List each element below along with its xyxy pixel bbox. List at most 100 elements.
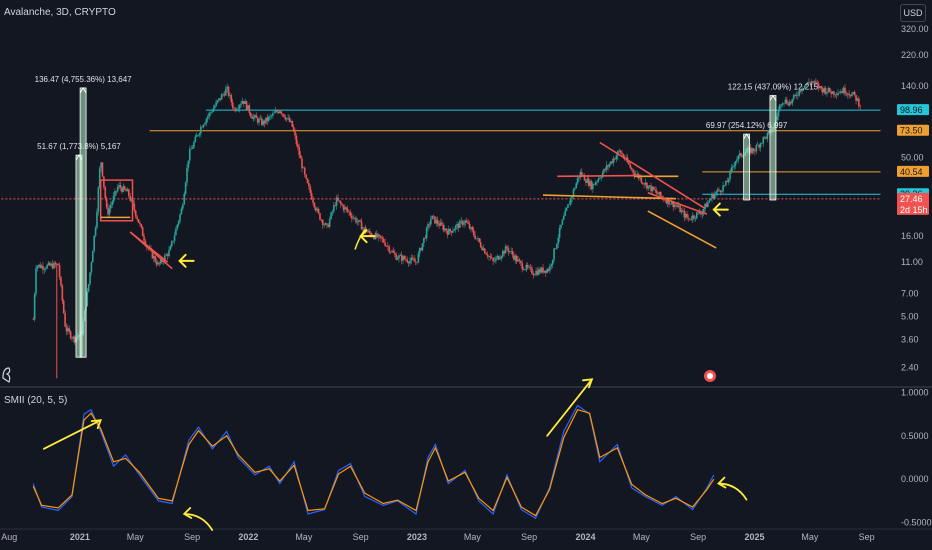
currency-button[interactable]: USD [900,4,926,22]
candle-body [478,238,481,242]
candle-body [792,95,795,100]
candle-body [151,250,154,259]
candle-body [511,251,514,255]
candle-body [172,240,174,242]
candle-body [560,224,562,228]
candle-body [567,204,569,208]
price-tag-label: 40.54 [900,167,923,177]
candle-body [378,234,381,236]
candle-body [470,227,472,229]
candle-body [661,196,663,198]
candle-body [276,110,278,112]
candle-body [698,211,701,214]
candle-body [344,207,346,210]
price-tag [897,192,929,215]
candle-body [287,117,289,119]
time-tick-label: Sep [521,532,537,542]
candle-body [308,183,310,187]
candle-body [502,251,504,257]
candle-body [817,83,820,89]
candle-body [650,185,652,192]
candle-body [691,215,694,220]
candle-body [851,93,853,97]
candle-body [339,201,342,205]
candle-body [679,205,681,213]
candle-body [715,192,717,195]
measurement: 51.67 (1,773.8%) 5,167 [37,142,121,358]
candle-body [418,248,421,254]
candle-body [284,117,287,120]
candle-body [179,214,181,221]
candle-body [392,250,395,253]
candle-body [126,189,129,192]
candle-body [256,117,259,123]
candle-body [200,126,202,134]
candle-body [170,241,173,247]
candle-body [755,145,758,152]
candle-body [711,194,713,199]
candle-body [804,85,806,89]
consolidation-box [99,179,134,222]
candle-body [159,259,162,264]
candle-body [154,256,156,262]
candle-body [298,147,301,156]
candle-body [324,223,327,225]
candle-body [32,319,35,321]
candle-body [820,86,823,89]
candle-body [786,99,788,104]
price-tick-label: 3.60 [901,334,919,344]
time-tick-label: May [801,532,819,542]
candle-body [575,183,578,189]
candle-body [274,110,277,113]
candle-body [259,118,262,120]
measurement-arrowhead [743,133,751,140]
candle-body [762,137,765,144]
candle-body [406,259,409,263]
candle-body [813,81,816,83]
candle-body [64,313,66,327]
candle-body [488,256,490,257]
candle-body [123,186,126,190]
candle-body [279,111,281,114]
candle-body [666,198,669,204]
candle-body [420,248,422,251]
candle-body [664,199,666,201]
candle-body [791,99,794,104]
candle-body [496,256,499,258]
candle-body [50,263,53,266]
candle-body [40,265,43,268]
candle-body [176,224,179,229]
candle-body [227,86,230,96]
candle-body [195,135,198,137]
candle-body [110,205,112,209]
candle-body [393,252,396,255]
candle-body [241,101,244,104]
candle-body [481,246,483,251]
news-flag-dot [707,373,713,379]
candle-body [133,204,136,211]
candle-body [585,180,587,183]
candle-body [428,224,431,225]
candle-body [468,223,471,229]
candle-body [841,91,844,93]
candle-body [812,81,814,83]
candle-body [828,87,831,92]
candle-body [251,116,253,119]
candle-body [341,204,343,206]
candle-body [643,183,645,185]
price-tick-label: 5.00 [901,312,919,322]
candle-body [254,115,256,117]
candle-body [119,185,122,189]
candle-body [556,243,558,249]
candle-body [456,223,458,226]
candle-body [594,182,597,185]
candle-body [155,261,158,265]
candle-body [62,300,65,314]
candle-body [641,182,644,184]
candle-body [216,100,219,103]
candle-body [285,118,288,120]
candle-body [175,228,177,236]
candle-body [751,148,753,154]
candle-body [118,185,120,187]
